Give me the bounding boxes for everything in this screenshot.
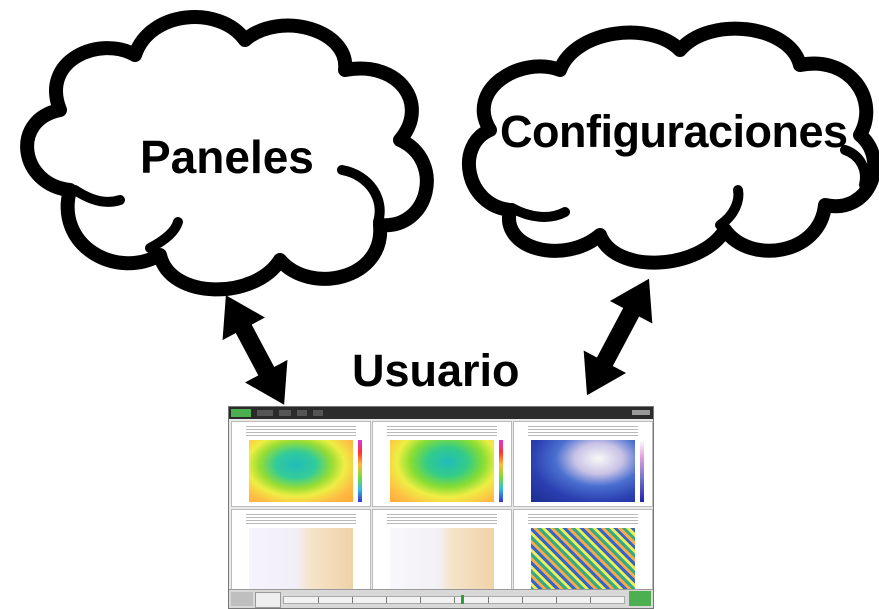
- cloud-configuraciones: [462, 21, 879, 270]
- cloud-configuraciones-lobe-3: [715, 185, 744, 230]
- app-top-bar: [229, 407, 653, 419]
- cloud-configuraciones-lobe-1: [507, 203, 570, 222]
- double-headed-arrow-icon: [222, 295, 288, 405]
- label-usuario: Usuario: [352, 345, 520, 396]
- time-selector: [255, 592, 281, 608]
- menu-item: [257, 410, 273, 416]
- timeline-slider: [283, 595, 625, 604]
- app-screenshot-thumbnail: [228, 406, 654, 609]
- bottom-left-control: [231, 592, 253, 606]
- app-bottom-bar: [229, 589, 653, 608]
- app-logo: [231, 409, 251, 417]
- timeline-cursor: [460, 595, 464, 604]
- cloud-paneles-lobe-2: [337, 165, 385, 227]
- map-panel: [513, 421, 653, 507]
- panel-grid: [231, 421, 653, 595]
- cloud-paneles-lobe-1: [70, 185, 125, 207]
- cloud-paneles: [20, 10, 434, 297]
- map-panel: [231, 421, 371, 507]
- cloud-paneles-lobe-3: [145, 217, 183, 253]
- menu-item: [297, 410, 307, 416]
- map-panel: [513, 509, 653, 595]
- map-panel: [231, 509, 371, 595]
- user-indicator: [632, 410, 650, 415]
- double-headed-arrow-icon: [583, 278, 653, 396]
- play-button: [629, 591, 651, 606]
- map-panel: [372, 421, 512, 507]
- menu-item: [279, 410, 291, 416]
- map-panel: [372, 509, 512, 595]
- menu-item: [313, 410, 323, 416]
- label-paneles: Paneles: [140, 131, 314, 183]
- label-configuraciones: Configuraciones: [500, 106, 848, 157]
- cloud-configuraciones-lobe-2: [840, 145, 870, 190]
